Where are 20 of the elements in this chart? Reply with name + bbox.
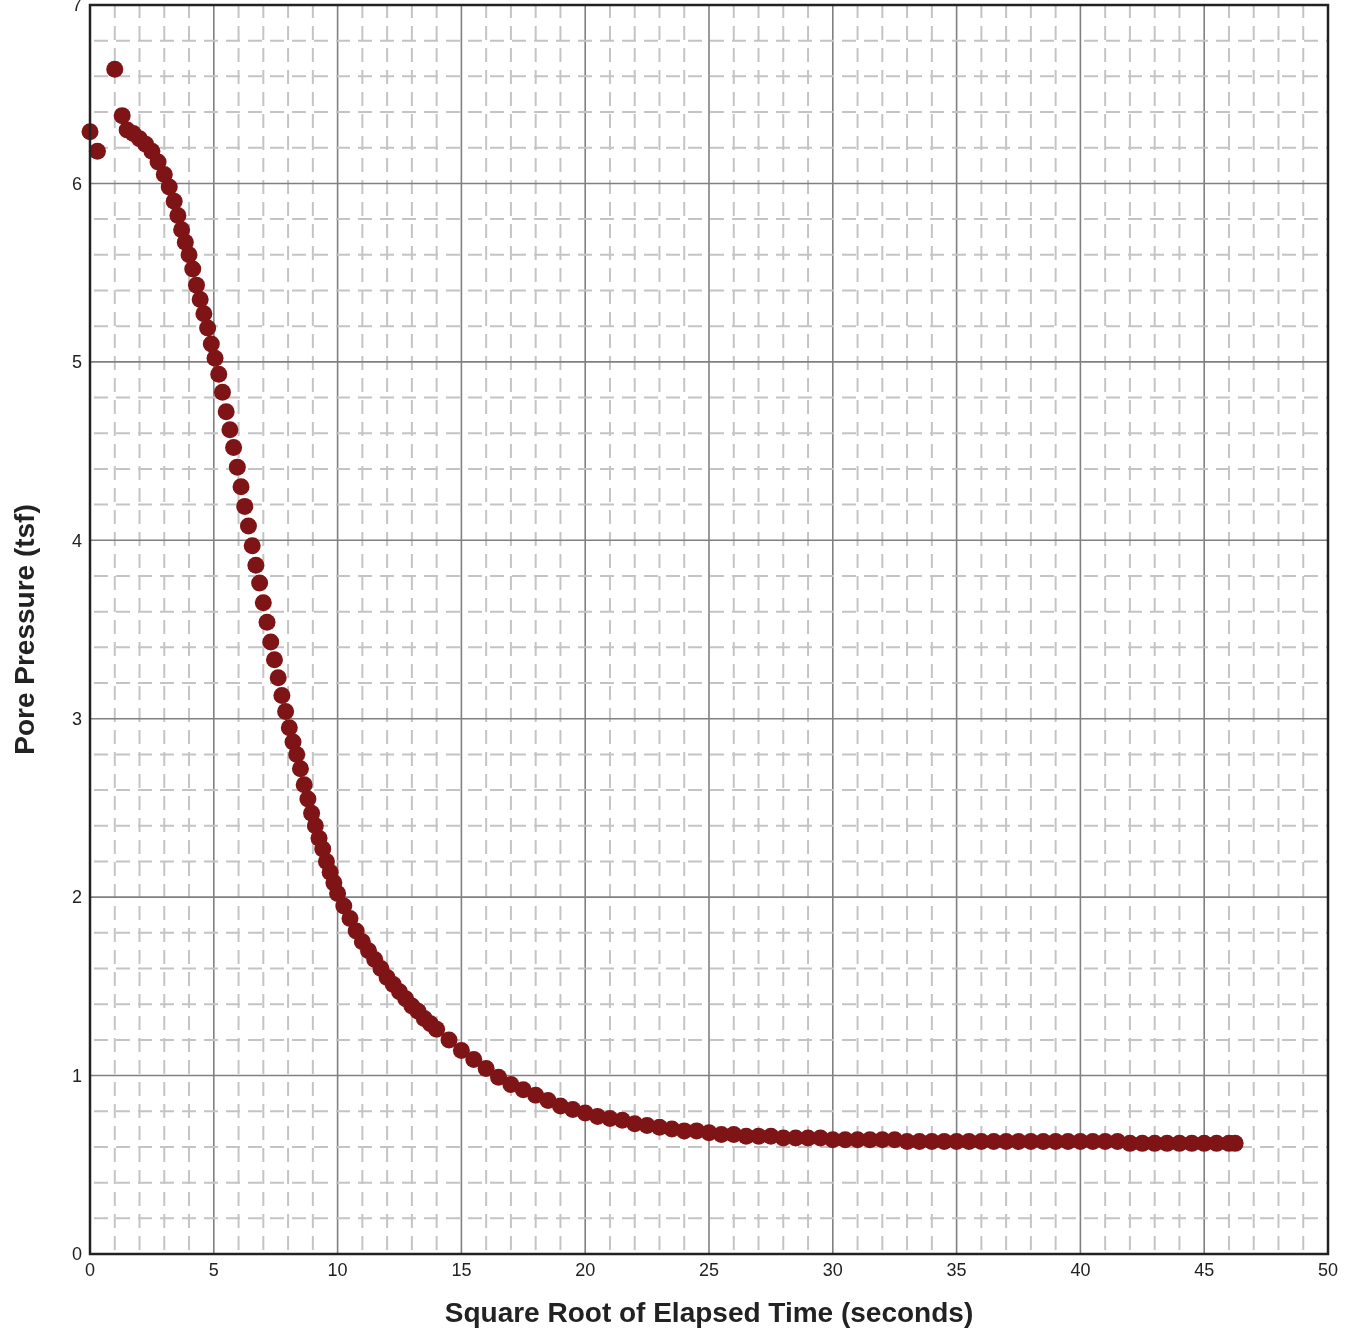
y-tick-label: 1 — [71, 1065, 82, 1086]
x-tick-label: 30 — [822, 1260, 843, 1280]
x-tick-label: 15 — [451, 1260, 472, 1280]
x-tick-label: 5 — [208, 1260, 219, 1280]
y-tick-label: 0 — [71, 1244, 82, 1265]
y-tick-label: 4 — [71, 530, 82, 551]
y-tick-label: 5 — [71, 352, 82, 373]
x-tick-label: 35 — [946, 1260, 967, 1280]
y-tick-label: 3 — [71, 709, 82, 730]
x-tick-label: 20 — [575, 1260, 596, 1280]
x-axis-title: Square Root of Elapsed Time (seconds) — [444, 1297, 974, 1328]
x-tick-label: 45 — [1194, 1260, 1215, 1280]
x-tick-label: 25 — [698, 1260, 720, 1280]
x-tick-label: 10 — [327, 1260, 348, 1280]
x-tick-label: 0 — [84, 1260, 96, 1280]
x-tick-label: 40 — [1070, 1260, 1091, 1280]
y-axis-title: Pore Pressure (tsf) — [9, 504, 40, 755]
y-tick-label: 2 — [71, 887, 82, 908]
x-tick-label: 50 — [1317, 1260, 1339, 1280]
y-tick-label: 6 — [71, 173, 82, 194]
